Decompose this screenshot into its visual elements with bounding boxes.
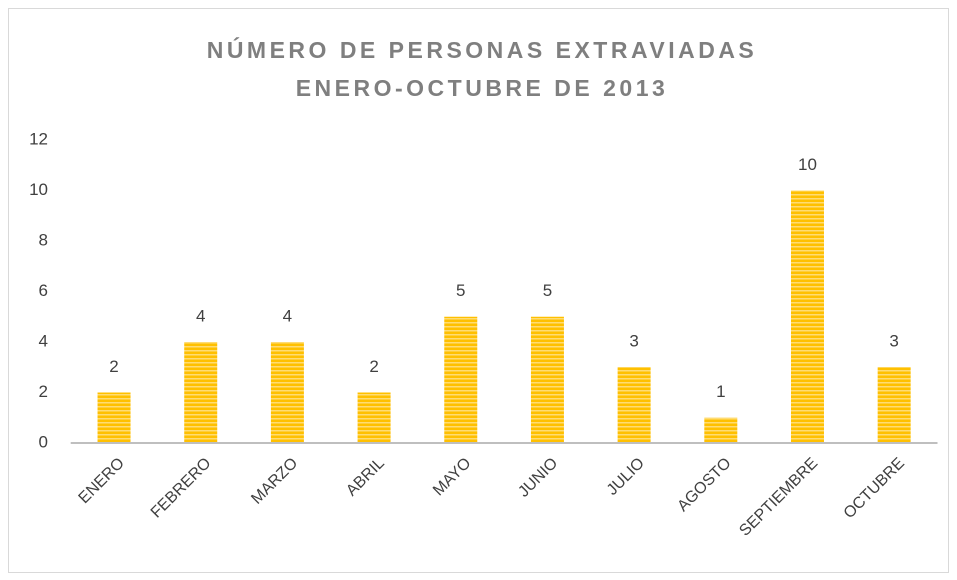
bar	[530, 316, 564, 443]
bar	[357, 392, 391, 443]
bar	[184, 342, 218, 443]
data-label: 5	[543, 281, 552, 300]
data-label: 4	[196, 306, 205, 325]
data-label: 2	[109, 357, 118, 376]
data-label: 3	[629, 332, 638, 351]
data-label: 1	[716, 382, 725, 401]
y-tick-label: 8	[39, 230, 48, 249]
bar	[444, 316, 478, 443]
data-label: 4	[283, 306, 292, 325]
data-label: 10	[798, 155, 817, 174]
bar	[97, 392, 131, 443]
chart-title: NÚMERO DE PERSONAS EXTRAVIADAS	[207, 36, 758, 63]
chart-title: ENERO-OCTUBRE DE 2013	[296, 75, 669, 101]
bar	[270, 342, 304, 443]
y-tick-label: 12	[29, 129, 48, 148]
data-label: 2	[369, 357, 378, 376]
y-tick-label: 0	[39, 432, 48, 451]
bar	[790, 190, 824, 443]
bar	[704, 417, 738, 443]
y-tick-label: 10	[29, 180, 48, 199]
y-tick-label: 2	[39, 382, 48, 401]
bar	[877, 367, 911, 443]
y-tick-label: 4	[39, 331, 48, 350]
data-label: 3	[889, 332, 898, 351]
bar	[617, 367, 651, 443]
data-label: 5	[456, 281, 465, 300]
y-tick-label: 6	[39, 281, 48, 300]
